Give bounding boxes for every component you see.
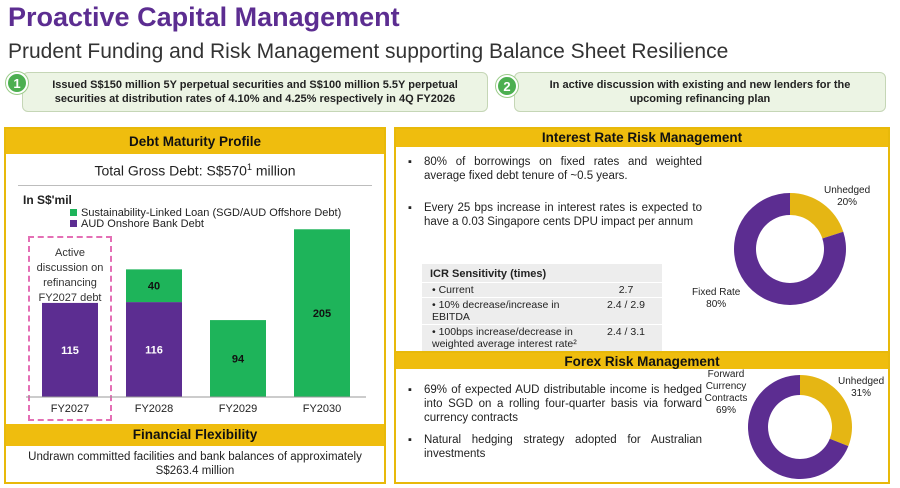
- forex-donut-chart: [748, 375, 852, 479]
- debt-maturity-chart: 115 FY2027 116 40 FY2028 94 FY2029 205 FY2030: [26, 229, 366, 415]
- bar-data-label: 94: [232, 354, 245, 366]
- divider: [18, 185, 372, 186]
- legend-label: AUD Onshore Bank Debt: [81, 218, 204, 230]
- callout-text: Issued S$150 million 5Y perpetual securi…: [52, 79, 458, 105]
- debt-maturity-panel: Debt Maturity Profile Total Gross Debt: …: [4, 127, 386, 484]
- callout-perpetual-securities: Issued S$150 million 5Y perpetual securi…: [22, 72, 488, 112]
- bar-data-label: 115: [61, 345, 79, 357]
- bullet-item: Every 25 bps increase in interest rates …: [406, 201, 702, 229]
- bar-data-label: 40: [148, 281, 160, 293]
- donut-slice: [800, 375, 852, 447]
- callout-text: In active discussion with existing and n…: [549, 79, 851, 105]
- interest-rate-heading: Interest Rate Risk Management: [396, 129, 888, 147]
- donut-slice: [748, 375, 849, 479]
- legend-swatch-green: [70, 209, 77, 216]
- bar-segment: [294, 229, 350, 397]
- table-row: • 100bps increase/decrease in weighted a…: [422, 324, 662, 351]
- bullet-item: 69% of expected AUD distributable income…: [406, 383, 702, 425]
- donut-label-forward-contracts: Forward Currency Contracts 69%: [704, 369, 748, 416]
- interest-rate-bullets: 80% of borrowings on fixed rates and wei…: [406, 155, 702, 229]
- bar-segment: [42, 302, 98, 397]
- footnote-marker: 1: [246, 162, 252, 172]
- x-tick-label: FY2027: [51, 403, 90, 415]
- row-label: • 10% decrease/increase in EBITDA: [432, 299, 560, 323]
- legend-swatch-purple: [70, 220, 77, 227]
- bullet-item: 80% of borrowings on fixed rates and wei…: [406, 155, 702, 183]
- bar-data-label: 205: [313, 308, 331, 320]
- donut-label-unhedged: Unhedged 31%: [838, 376, 885, 399]
- table-row: • Current 2.7: [422, 282, 662, 297]
- row-label: • 100bps increase/decrease in weighted a…: [432, 326, 577, 350]
- bullet-item: Natural hedging strategy adopted for Aus…: [406, 433, 702, 461]
- bar-segment: [126, 269, 182, 303]
- total-gross-debt-unit: million: [251, 162, 296, 179]
- step-number-badge: 2: [496, 75, 518, 97]
- bar-data-label: 116: [145, 345, 163, 357]
- row-label: • Current: [432, 284, 474, 296]
- bar-segment: [210, 320, 266, 397]
- donut-label-fixed-rate: Fixed Rate 80%: [692, 287, 741, 310]
- page-subtitle: Prudent Funding and Risk Management supp…: [8, 40, 729, 63]
- interest-rate-donut-chart: [734, 193, 846, 305]
- x-tick-label: FY2029: [219, 403, 258, 415]
- refinancing-annotation-box: Active discussion on refinancing FY2027 …: [28, 236, 112, 421]
- donut-slice: [790, 193, 844, 239]
- icr-title: ICR Sensitivity (times): [430, 268, 547, 280]
- callout-refinancing: In active discussion with existing and n…: [514, 72, 886, 112]
- legend-item-sll: Sustainability-Linked Loan (SGD/AUD Offs…: [70, 207, 341, 219]
- total-gross-debt-label: Total Gross Debt: S$570: [94, 162, 247, 179]
- legend-item-aud: AUD Onshore Bank Debt: [70, 218, 204, 230]
- table-row: • 10% decrease/increase in EBITDA 2.4 / 2…: [422, 297, 662, 324]
- row-value: 2.4 / 2.9: [607, 299, 645, 311]
- row-value: 2.7: [618, 284, 634, 296]
- x-tick-label: FY2030: [303, 403, 342, 415]
- bar-segment: [126, 302, 182, 397]
- donut-label-unhedged: Unhedged 20%: [824, 185, 871, 208]
- row-value: 2.4 / 3.1: [607, 326, 645, 338]
- risk-management-panel: Interest Rate Risk Management 80% of bor…: [394, 127, 890, 484]
- donut-slice: [734, 193, 846, 305]
- total-gross-debt: Total Gross Debt: S$5701 million: [6, 162, 384, 179]
- debt-maturity-heading: Debt Maturity Profile: [6, 129, 384, 154]
- x-tick-label: FY2028: [135, 403, 174, 415]
- financial-flexibility-text: Undrawn committed facilities and bank ba…: [28, 451, 362, 477]
- legend-label: Sustainability-Linked Loan (SGD/AUD Offs…: [81, 207, 342, 219]
- forex-heading: Forex Risk Management: [396, 351, 888, 369]
- unit-label: In S$'mil: [23, 193, 72, 207]
- refinancing-annotation: Active discussion on refinancing FY2027 …: [36, 247, 104, 304]
- icr-sensitivity-table: ICR Sensitivity (times) • Current 2.7 • 1…: [422, 264, 662, 351]
- forex-bullets: 69% of expected AUD distributable income…: [406, 383, 702, 461]
- page-title: Proactive Capital Management: [8, 2, 400, 32]
- step-number-badge: 1: [6, 72, 28, 94]
- financial-flexibility-heading: Financial Flexibility: [6, 424, 384, 446]
